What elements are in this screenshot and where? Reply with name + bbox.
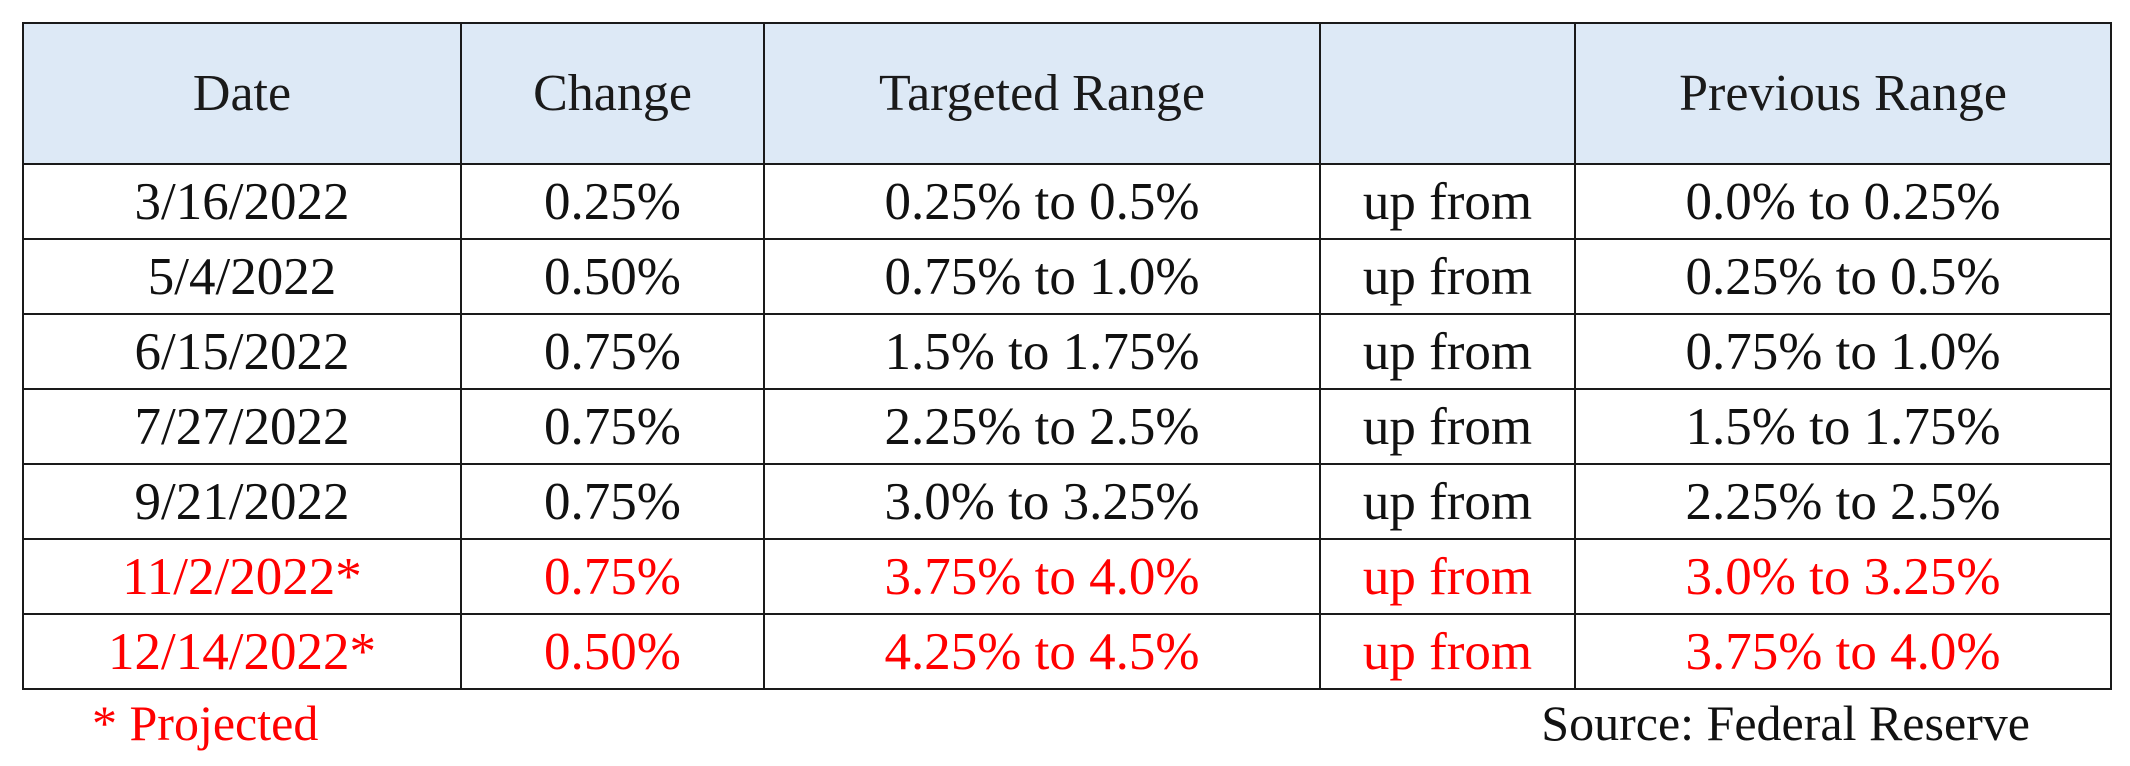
cell-connector: up from xyxy=(1319,613,1576,690)
cell-change: 0.25% xyxy=(460,163,765,240)
cell-date: 11/2/2022* xyxy=(22,538,462,615)
cell-connector: up from xyxy=(1319,238,1576,315)
cell-date: 7/27/2022 xyxy=(22,388,462,465)
table-header: Date Change Targeted Range Previous Rang… xyxy=(22,22,2112,165)
cell-targeted-range: 0.75% to 1.0% xyxy=(763,238,1321,315)
cell-change: 0.50% xyxy=(460,238,765,315)
cell-previous-range: 0.75% to 1.0% xyxy=(1574,313,2112,390)
cell-targeted-range: 4.25% to 4.5% xyxy=(763,613,1321,690)
cell-previous-range: 1.5% to 1.75% xyxy=(1574,388,2112,465)
header-targeted-range: Targeted Range xyxy=(763,22,1321,165)
cell-targeted-range: 0.25% to 0.5% xyxy=(763,163,1321,240)
header-row: Date Change Targeted Range Previous Rang… xyxy=(22,22,2112,165)
cell-previous-range: 0.0% to 0.25% xyxy=(1574,163,2112,240)
table-row: 7/27/2022 0.75% 2.25% to 2.5% up from 1.5% t… xyxy=(22,388,2112,465)
table-row: 11/2/2022* 0.75% 3.75% to 4.0% up from 3.0% … xyxy=(22,538,2112,615)
header-previous-range: Previous Range xyxy=(1574,22,2112,165)
table-row: 3/16/2022 0.25% 0.25% to 0.5% up from 0.0% t… xyxy=(22,163,2112,240)
header-date: Date xyxy=(22,22,462,165)
cell-targeted-range: 3.75% to 4.0% xyxy=(763,538,1321,615)
projected-footnote: * Projected xyxy=(92,695,319,751)
cell-previous-range: 0.25% to 0.5% xyxy=(1574,238,2112,315)
cell-connector: up from xyxy=(1319,463,1576,540)
cell-change: 0.75% xyxy=(460,538,765,615)
cell-date: 5/4/2022 xyxy=(22,238,462,315)
rate-table: Date Change Targeted Range Previous Rang… xyxy=(22,22,2112,690)
cell-date: 9/21/2022 xyxy=(22,463,462,540)
cell-connector: up from xyxy=(1319,388,1576,465)
cell-targeted-range: 2.25% to 2.5% xyxy=(763,388,1321,465)
source-note: Source: Federal Reserve xyxy=(1541,695,2030,751)
cell-change: 0.75% xyxy=(460,313,765,390)
cell-connector: up from xyxy=(1319,313,1576,390)
cell-previous-range: 3.0% to 3.25% xyxy=(1574,538,2112,615)
table-body: 3/16/2022 0.25% 0.25% to 0.5% up from 0.0% t… xyxy=(22,163,2112,690)
header-connector xyxy=(1319,22,1576,165)
cell-connector: up from xyxy=(1319,163,1576,240)
cell-previous-range: 3.75% to 4.0% xyxy=(1574,613,2112,690)
cell-date: 6/15/2022 xyxy=(22,313,462,390)
table-row: 12/14/2022* 0.50% 4.25% to 4.5% up from 3.75… xyxy=(22,613,2112,690)
table-row: 5/4/2022 0.50% 0.75% to 1.0% up from 0.25% t… xyxy=(22,238,2112,315)
cell-date: 12/14/2022* xyxy=(22,613,462,690)
cell-change: 0.50% xyxy=(460,613,765,690)
cell-date: 3/16/2022 xyxy=(22,163,462,240)
table-row: 6/15/2022 0.75% 1.5% to 1.75% up from 0.75% … xyxy=(22,313,2112,390)
cell-targeted-range: 3.0% to 3.25% xyxy=(763,463,1321,540)
cell-targeted-range: 1.5% to 1.75% xyxy=(763,313,1321,390)
header-change: Change xyxy=(460,22,765,165)
cell-change: 0.75% xyxy=(460,388,765,465)
table-row: 9/21/2022 0.75% 3.0% to 3.25% up from 2.25% … xyxy=(22,463,2112,540)
cell-connector: up from xyxy=(1319,538,1576,615)
cell-previous-range: 2.25% to 2.5% xyxy=(1574,463,2112,540)
cell-change: 0.75% xyxy=(460,463,765,540)
